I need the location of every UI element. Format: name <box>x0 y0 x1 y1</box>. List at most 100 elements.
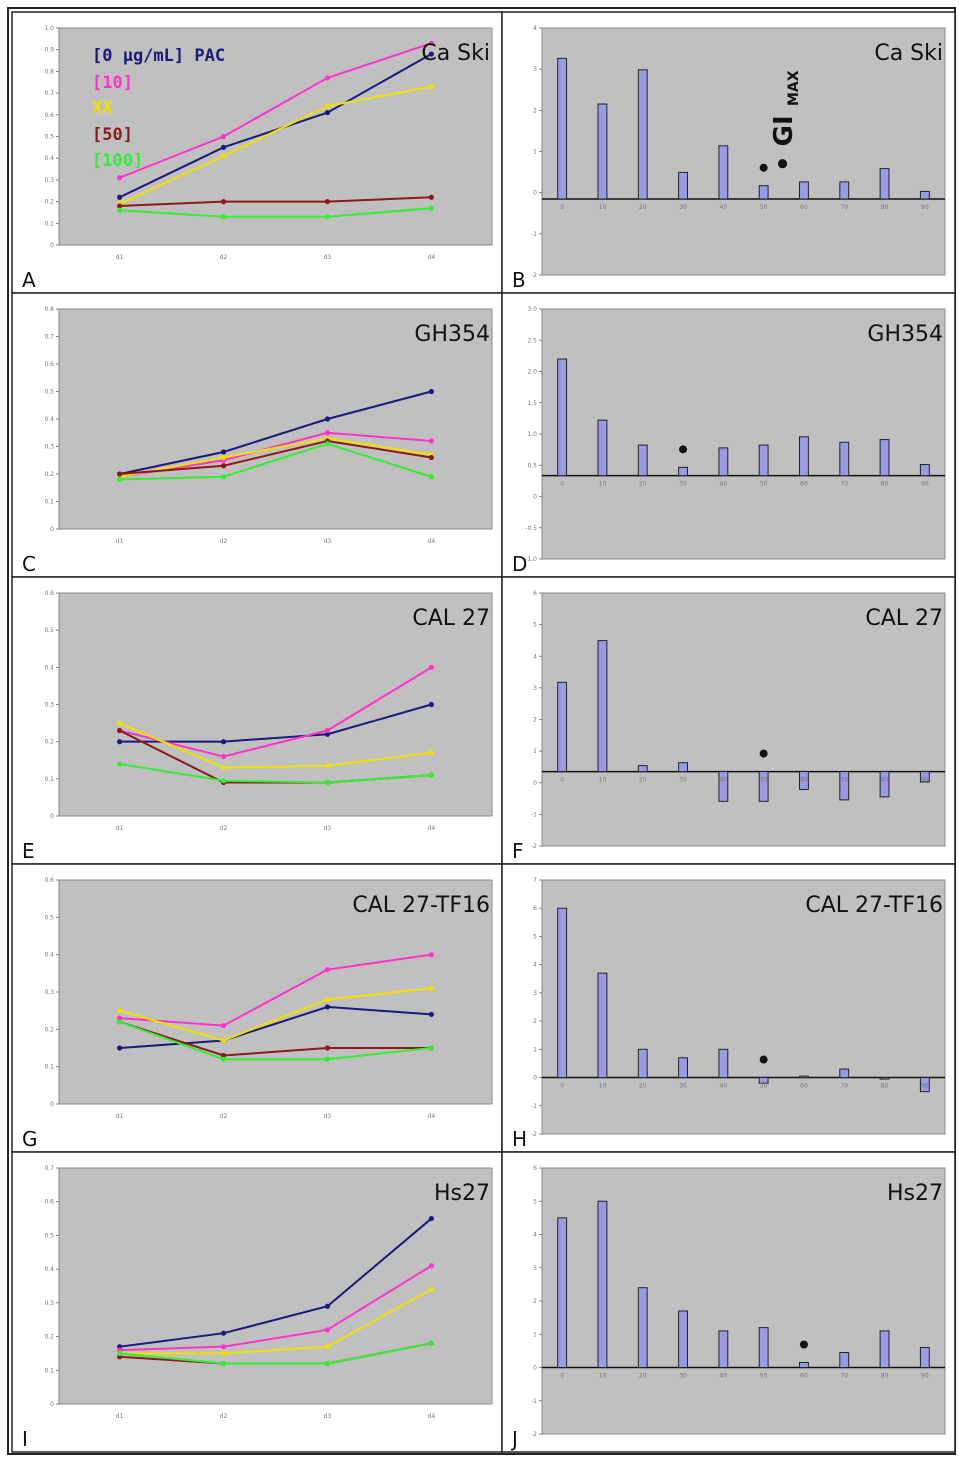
x-tick-label: 90 <box>921 204 929 211</box>
series-point <box>428 1045 434 1051</box>
y-tick-label: 0 <box>50 526 54 533</box>
series-point <box>220 765 227 771</box>
y-tick-label: 0.1 <box>44 499 54 506</box>
bar <box>678 171 688 200</box>
x-tick-label: 0 <box>560 1373 564 1380</box>
series-point <box>220 1350 227 1357</box>
legend-entry-3: [50] <box>92 125 133 145</box>
bar <box>678 762 688 773</box>
x-tick-label: d2 <box>220 1113 228 1120</box>
y-tick-label: 0.1 <box>44 1367 54 1374</box>
gimax-marker <box>679 445 688 454</box>
x-tick-label: 10 <box>599 204 607 211</box>
bar <box>758 1077 769 1084</box>
y-tick-label: 0 <box>533 780 537 787</box>
x-tick-label: 90 <box>921 481 929 488</box>
x-tick-label: 50 <box>760 777 768 784</box>
plot-area <box>58 308 493 530</box>
x-tick-label: 0 <box>560 204 564 211</box>
series-point <box>220 1023 227 1029</box>
panel-title: GH354 <box>867 322 943 347</box>
y-tick-label: 2.5 <box>527 337 537 344</box>
series-point <box>117 1015 123 1021</box>
y-tick-label: 0.4 <box>44 416 54 423</box>
bar <box>839 1068 850 1079</box>
series-point <box>117 207 123 213</box>
panel-G: 0 0.1 0.2 0.3 0.4 0.5 0.6 d1 d2 d3 d4 CAL 27-TF16 G <box>11 863 503 1153</box>
x-tick-label: 30 <box>679 204 687 211</box>
x-tick-label: 40 <box>720 481 728 488</box>
panel-letter: A <box>22 268 36 292</box>
series-point <box>117 203 123 209</box>
series-point <box>220 144 227 150</box>
x-tick-label: 80 <box>881 1083 889 1090</box>
x-tick-label: 10 <box>599 777 607 784</box>
series-point <box>324 75 331 81</box>
y-tick-label: 0 <box>50 242 54 249</box>
panel-title: Hs27 <box>887 1181 943 1206</box>
series-point <box>324 1360 331 1367</box>
y-tick-label: 1.0 <box>44 25 54 32</box>
x-tick-label: 30 <box>679 481 687 488</box>
y-tick-label: 0.7 <box>44 334 54 341</box>
series-point <box>220 1056 227 1062</box>
x-tick-label: 70 <box>840 1373 848 1380</box>
series-point <box>220 739 227 745</box>
y-tick-label: 0.6 <box>44 590 54 597</box>
series-point <box>324 763 331 769</box>
x-tick-label: 70 <box>840 481 848 488</box>
y-tick-label: -0.5 <box>525 525 537 532</box>
x-tick-label: 0 <box>560 777 564 784</box>
bar <box>799 771 809 790</box>
y-tick-label: 1 <box>533 1046 537 1053</box>
y-tick-label: 0.8 <box>44 68 54 75</box>
plot-area <box>58 879 493 1105</box>
x-tick-label: 20 <box>639 1373 647 1380</box>
series-point <box>324 1303 331 1309</box>
bar <box>678 466 688 477</box>
series-point <box>220 1344 227 1350</box>
bar <box>557 1217 568 1368</box>
series-point <box>220 133 227 140</box>
x-tick-label: 60 <box>800 481 808 488</box>
bar <box>637 1287 648 1368</box>
y-tick-label: 0.1 <box>44 220 54 227</box>
y-tick-label: -1 <box>531 231 537 238</box>
panel-letter: G <box>22 1127 38 1151</box>
x-tick-label: 20 <box>639 777 647 784</box>
y-tick-label: 5 <box>533 933 537 940</box>
bar <box>597 1200 608 1368</box>
bar <box>799 181 809 200</box>
series-point <box>324 727 331 734</box>
series-point <box>220 199 227 205</box>
y-tick-label: 3.0 <box>527 306 537 313</box>
bar <box>637 444 648 477</box>
series-point <box>220 474 227 480</box>
panel-letter: D <box>512 552 527 576</box>
series-point <box>324 779 331 786</box>
series-point <box>117 476 123 483</box>
series-point <box>324 199 331 205</box>
y-tick-label: 0.2 <box>44 471 54 478</box>
y-tick-label: 0.7 <box>44 1165 54 1172</box>
series-point <box>324 996 331 1003</box>
y-tick-label: -1.0 <box>525 556 537 563</box>
x-tick-label: 10 <box>599 1373 607 1380</box>
plot-area <box>541 592 946 847</box>
series-point <box>220 463 227 469</box>
x-tick-label: 40 <box>720 777 728 784</box>
series-point <box>324 1045 331 1051</box>
series-point <box>324 214 331 220</box>
x-tick-label: d1 <box>116 1113 124 1120</box>
series-line-2 <box>119 987 432 1042</box>
gimax-marker <box>799 1340 808 1349</box>
series-line-2 <box>119 722 432 769</box>
legend: [0 μg/mL] PAC [10] XX [50] [100] <box>92 46 225 171</box>
series-line-0 <box>119 1005 432 1049</box>
x-tick-label: 20 <box>639 1083 647 1090</box>
series-point <box>117 471 123 477</box>
x-tick-label: 30 <box>679 1083 687 1090</box>
series-line-1 <box>119 666 432 758</box>
